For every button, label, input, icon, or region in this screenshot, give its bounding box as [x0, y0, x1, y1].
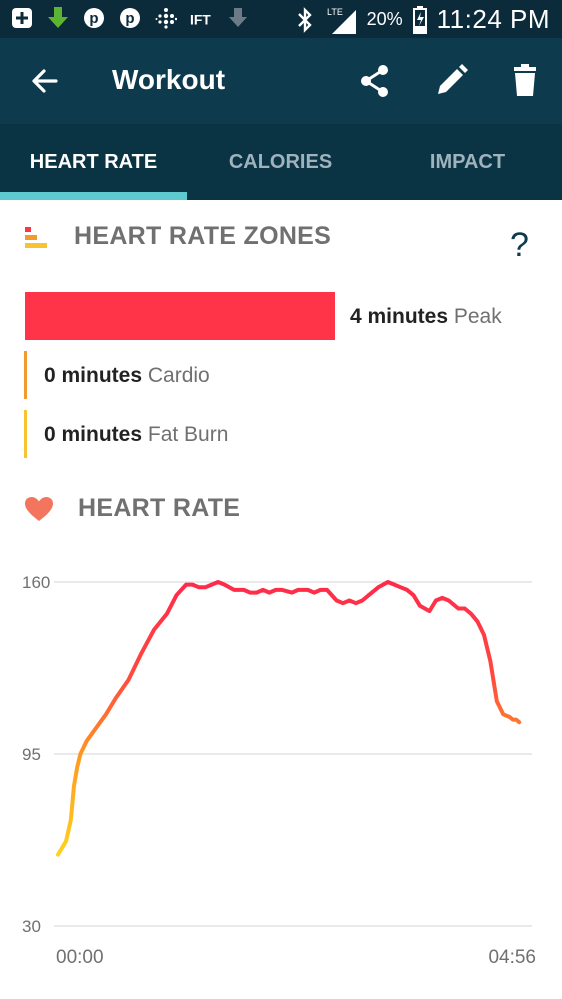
system-status: LTE 20% 11:24 PM — [293, 4, 550, 35]
svg-text:IFT: IFT — [190, 11, 211, 27]
pinterest-icon: p — [82, 6, 106, 30]
tab-calories[interactable]: CALORIES — [228, 150, 333, 173]
app-bar: Workout — [0, 38, 562, 124]
edit-button[interactable] — [432, 62, 470, 100]
chart-grid — [54, 581, 532, 927]
zones-header: HEART RATE ZONES — [24, 222, 331, 251]
svg-text:p: p — [125, 10, 134, 27]
cardio-zone-label: 0 minutes Cardio — [44, 364, 210, 388]
heart-rate-header: HEART RATE — [24, 494, 240, 523]
fat-burn-name: Fat Burn — [147, 423, 229, 446]
zones-title: HEART RATE ZONES — [74, 222, 332, 250]
notification-icons: p p IFT — [10, 6, 250, 30]
tab-heart-rate[interactable]: HEART RATE — [29, 150, 158, 173]
edit-icon — [438, 64, 468, 94]
heart-rate-line — [56, 580, 522, 857]
add-icon — [10, 6, 34, 30]
status-bar: p p IFT LTE 20% 11:24 PM — [0, 0, 562, 38]
bluetooth-icon — [293, 6, 317, 33]
zones-icon — [25, 226, 47, 248]
heart-rate-chart: 160 95 30 00:00 04:56 — [22, 573, 536, 968]
network-label: LTE — [327, 7, 343, 17]
battery-percent: 20% — [366, 9, 403, 29]
cardio-zone-bar — [24, 351, 27, 399]
y-tick-label: 30 — [22, 917, 41, 936]
share-button[interactable] — [356, 62, 394, 100]
fat-burn-zone-bar — [24, 410, 27, 458]
cardio-minutes: 0 minutes — [44, 364, 143, 387]
fitbit-icon — [154, 6, 178, 30]
y-tick-label: 95 — [22, 745, 41, 764]
heart-icon — [25, 496, 53, 521]
x-axis-labels: 00:00 04:56 — [56, 947, 536, 968]
back-arrow-icon — [32, 69, 58, 93]
y-axis-labels: 160 95 30 — [22, 573, 50, 936]
delete-button[interactable] — [506, 62, 544, 100]
download-icon — [46, 6, 70, 30]
peak-zone-bar — [25, 292, 335, 340]
back-button[interactable] — [26, 62, 64, 100]
download-arrow-icon — [226, 6, 250, 30]
clock: 11:24 PM — [436, 4, 550, 34]
heart-rate-title: HEART RATE — [78, 494, 241, 522]
fat-burn-minutes: 0 minutes — [44, 423, 143, 446]
lte-signal-icon: LTE — [327, 7, 357, 34]
x-tick-label: 04:56 — [488, 947, 536, 968]
tab-bar: HEART RATE CALORIES IMPACT — [0, 124, 562, 200]
x-tick-label: 00:00 — [56, 947, 104, 968]
active-tab-indicator — [0, 192, 187, 200]
tab-impact[interactable]: IMPACT — [429, 150, 506, 173]
trash-icon — [514, 64, 536, 96]
peak-name: Peak — [453, 305, 502, 328]
pinterest-icon: p — [118, 6, 142, 30]
share-icon — [361, 65, 388, 97]
page-title: Workout — [112, 64, 226, 95]
help-icon[interactable]: ? — [510, 226, 529, 264]
peak-zone-label: 4 minutes Peak — [350, 305, 502, 329]
ifttt-icon: IFT — [190, 6, 214, 30]
fat-burn-zone-label: 0 minutes Fat Burn — [44, 423, 228, 447]
battery-icon — [412, 5, 427, 34]
y-tick-label: 160 — [22, 573, 50, 592]
peak-minutes: 4 minutes — [350, 305, 449, 328]
cardio-name: Cardio — [147, 364, 210, 387]
svg-text:p: p — [89, 10, 98, 27]
